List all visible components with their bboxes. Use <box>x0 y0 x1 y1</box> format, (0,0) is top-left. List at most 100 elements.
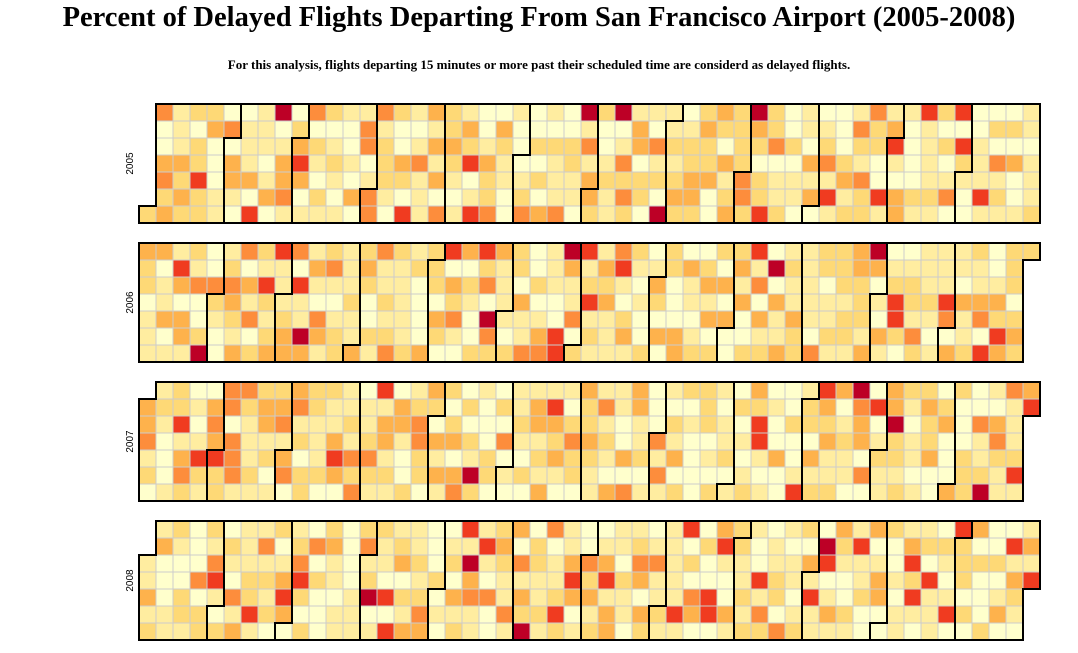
day-cell <box>223 327 242 346</box>
day-cell <box>801 154 820 173</box>
day-cell <box>427 137 446 156</box>
day-cell <box>155 554 174 573</box>
day-cell <box>376 520 395 539</box>
day-cell <box>342 398 361 417</box>
day-cell <box>886 588 905 607</box>
day-cell <box>1005 537 1024 556</box>
day-cell <box>631 120 650 139</box>
day-cell <box>580 154 599 173</box>
day-cell <box>580 188 599 207</box>
day-cell <box>563 622 582 641</box>
day-cell <box>937 483 956 502</box>
day-cell <box>359 310 378 329</box>
day-cell <box>886 293 905 312</box>
day-cell <box>614 120 633 139</box>
day-cell <box>206 344 225 363</box>
day-cell <box>512 415 531 434</box>
day-cell <box>886 103 905 122</box>
day-cell <box>274 449 293 468</box>
day-cell <box>257 466 276 485</box>
day-cell <box>206 242 225 261</box>
day-cell <box>818 554 837 573</box>
day-cell <box>954 259 973 278</box>
day-cell <box>835 432 854 451</box>
day-cell <box>155 571 174 590</box>
day-cell <box>308 415 327 434</box>
day-cell <box>206 588 225 607</box>
day-cell <box>478 205 497 224</box>
day-cell <box>988 276 1007 295</box>
day-cell <box>410 137 429 156</box>
day-cell <box>767 483 786 502</box>
day-cell <box>750 588 769 607</box>
day-cell <box>580 588 599 607</box>
day-cell <box>1022 242 1041 261</box>
day-cell <box>393 137 412 156</box>
day-cell <box>1005 327 1024 346</box>
day-cell <box>495 120 514 139</box>
day-cell <box>206 449 225 468</box>
day-cell <box>495 310 514 329</box>
day-cell <box>189 571 208 590</box>
day-cell <box>699 571 718 590</box>
day-cell <box>478 398 497 417</box>
day-cell <box>852 554 871 573</box>
day-cell <box>427 276 446 295</box>
day-cell <box>206 537 225 556</box>
day-cell <box>359 120 378 139</box>
day-cell <box>274 242 293 261</box>
day-cell <box>920 588 939 607</box>
day-cell <box>529 520 548 539</box>
day-cell <box>716 449 735 468</box>
day-cell <box>325 554 344 573</box>
day-cell <box>291 415 310 434</box>
day-cell <box>920 259 939 278</box>
day-cell <box>512 154 531 173</box>
day-cell <box>478 537 497 556</box>
day-cell <box>444 520 463 539</box>
day-cell <box>648 466 667 485</box>
day-cell <box>971 188 990 207</box>
day-cell <box>614 520 633 539</box>
day-cell <box>444 276 463 295</box>
day-cell <box>869 310 888 329</box>
day-cell <box>563 327 582 346</box>
day-cell <box>869 554 888 573</box>
day-cell <box>682 381 701 400</box>
day-cell <box>291 571 310 590</box>
day-cell <box>410 415 429 434</box>
day-cell <box>920 381 939 400</box>
day-cell <box>597 554 616 573</box>
day-cell <box>563 205 582 224</box>
day-cell <box>597 466 616 485</box>
day-cell <box>512 327 531 346</box>
day-cell <box>563 571 582 590</box>
day-cell <box>614 605 633 624</box>
day-cell <box>852 605 871 624</box>
day-cell <box>869 171 888 190</box>
day-cell <box>597 344 616 363</box>
day-cell <box>767 415 786 434</box>
day-cell <box>954 205 973 224</box>
day-cell <box>478 622 497 641</box>
day-cell <box>954 137 973 156</box>
day-cell <box>274 120 293 139</box>
day-cell <box>614 103 633 122</box>
day-cell <box>665 554 684 573</box>
day-cell <box>359 276 378 295</box>
day-cell <box>988 242 1007 261</box>
day-cell <box>308 310 327 329</box>
day-cell <box>240 310 259 329</box>
day-cell <box>563 449 582 468</box>
day-cell <box>512 466 531 485</box>
day-cell <box>937 276 956 295</box>
day-cell <box>580 537 599 556</box>
day-cell <box>325 242 344 261</box>
month-outline <box>954 103 1041 224</box>
day-cell <box>818 415 837 434</box>
day-cell <box>172 293 191 312</box>
day-cell <box>580 520 599 539</box>
day-cell <box>410 171 429 190</box>
day-cell <box>325 415 344 434</box>
day-cell <box>716 605 735 624</box>
